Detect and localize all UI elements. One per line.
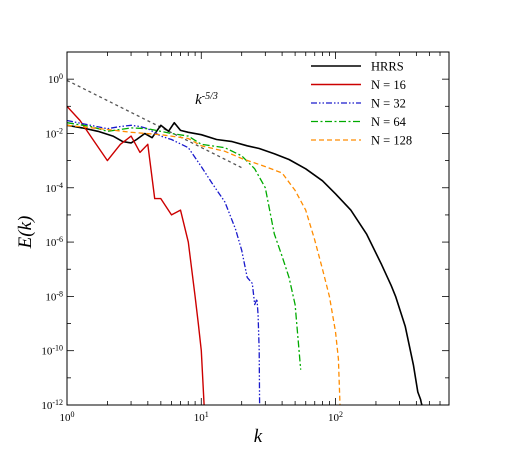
- reference-slope-line: [67, 79, 242, 169]
- slope-annotation: k-5/3: [195, 91, 218, 109]
- y-tick-label: 10-6: [45, 235, 63, 250]
- y-tick-label: 10-8: [45, 289, 63, 304]
- x-tick-label: 101: [194, 410, 209, 425]
- series-line-n-64: [67, 122, 302, 370]
- slope-annotation-base: k: [195, 92, 202, 108]
- legend-label: N = 32: [371, 97, 406, 111]
- plot-frame: [66, 51, 450, 406]
- y-tick-label: 10-10: [41, 343, 63, 358]
- x-axis-label: k: [254, 426, 263, 447]
- series-line-n-128: [67, 124, 341, 405]
- y-axis-label: E(k): [15, 216, 36, 250]
- legend-label: N = 16: [371, 78, 406, 92]
- slope-annotation-exponent: -5/3: [202, 91, 218, 102]
- y-tick-label: 10-4: [45, 180, 63, 195]
- legend-label: N = 128: [371, 134, 412, 148]
- legend-label: N = 64: [371, 115, 407, 129]
- series-line-hrrs: [67, 121, 423, 405]
- x-tick-label: 100: [60, 410, 75, 425]
- y-tick-label: 100: [48, 72, 63, 87]
- series-line-n-32: [67, 119, 261, 405]
- y-tick-label: 10-12: [41, 398, 63, 413]
- ticks-layer: 100 101 102 100 10-2 10-4 10-6 10-8 10-10 10-12: [41, 51, 450, 425]
- legend-label: HRRS: [371, 60, 404, 74]
- series-layer: [67, 79, 423, 405]
- x-tick-label: 102: [328, 410, 343, 425]
- y-tick-label: 10-2: [45, 126, 63, 141]
- legend: HRRS N = 16 N = 32 N = 64 N = 128: [311, 60, 412, 148]
- series-line-n-16: [67, 105, 205, 405]
